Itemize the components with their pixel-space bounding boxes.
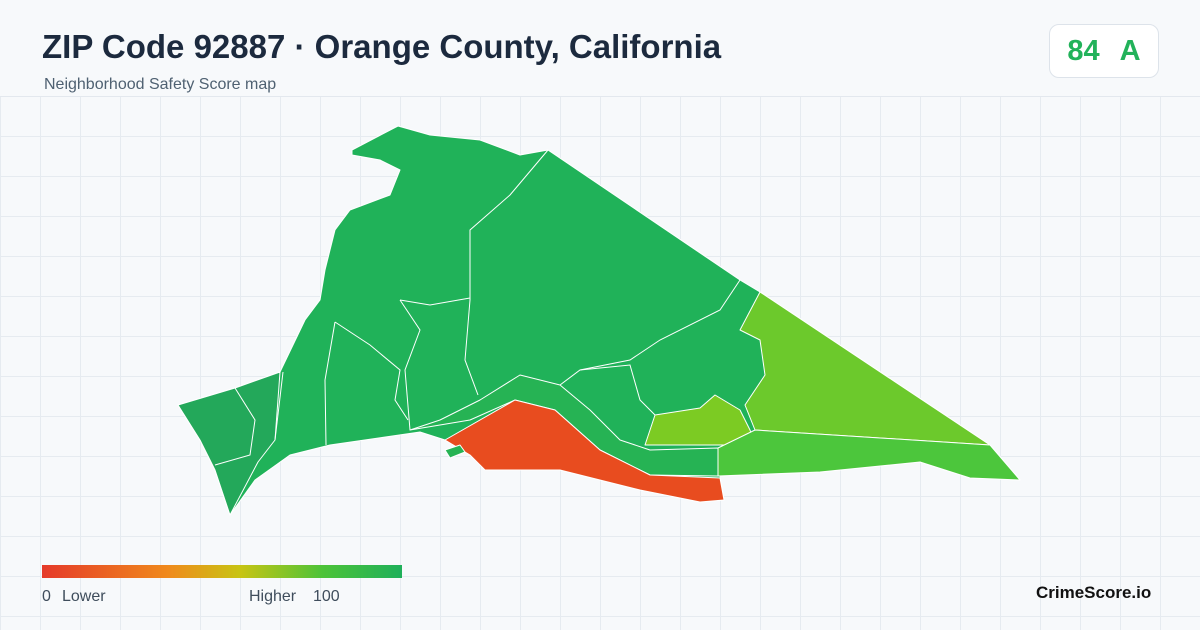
boundary xyxy=(464,149,549,396)
brand: CrimeScore.io xyxy=(1036,583,1152,602)
region xyxy=(739,291,991,446)
boundary xyxy=(274,371,284,441)
boundary xyxy=(324,321,336,446)
legend-gradient xyxy=(42,565,402,578)
score-badge: 84 A xyxy=(1049,24,1159,78)
score-grade: A xyxy=(1119,34,1141,67)
boundary xyxy=(579,364,656,416)
title: ZIP Code 92887 · Orange County, Californ… xyxy=(42,28,722,65)
legend-min: 0 xyxy=(42,588,51,605)
region xyxy=(444,444,466,459)
boundary xyxy=(399,299,421,431)
score-value: 84 xyxy=(1067,34,1100,67)
region xyxy=(444,399,725,503)
boundary xyxy=(334,321,409,421)
boundary xyxy=(399,297,471,306)
boundary xyxy=(214,387,256,466)
legend-max-label: Higher xyxy=(249,588,297,605)
subtitle: Neighborhood Safety Score map xyxy=(44,76,277,93)
legend-min-label: Lower xyxy=(62,588,106,605)
region xyxy=(177,371,281,516)
legend-max: 100 xyxy=(313,588,340,605)
region xyxy=(717,429,1021,481)
boundary xyxy=(559,279,741,386)
header: ZIP Code 92887 · Orange County, Californ… xyxy=(0,0,1200,97)
